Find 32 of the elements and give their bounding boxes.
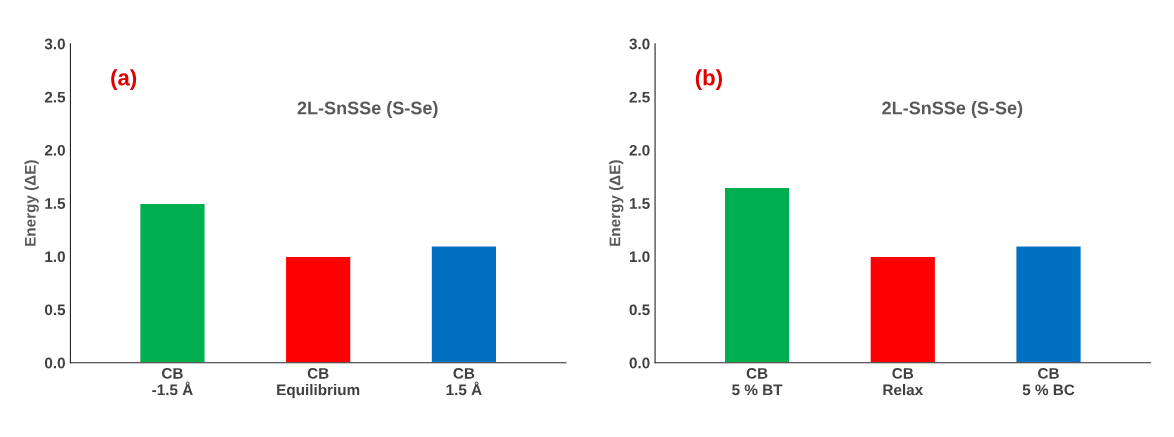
bar (284, 255, 352, 363)
annotation: (a) (111, 69, 137, 90)
y-tick-label: 0.0 (44, 357, 65, 369)
x-tick-label: CB 1.5 Å (446, 367, 482, 396)
y-tick-label: 2.0 (629, 144, 650, 156)
y-tick-label: 3.0 (44, 38, 65, 50)
bar (723, 186, 791, 363)
annotation: 2L-SnSSe (S-Se) (882, 101, 1023, 118)
y-tick-label: 2.0 (44, 144, 65, 156)
x-tick-label: CB Relax (883, 367, 924, 396)
y-tick-label: 2.5 (629, 91, 650, 103)
y-tick-label: 0.5 (629, 304, 650, 316)
y-tick-label: 1.5 (629, 198, 650, 209)
y-tick-label: 2.5 (44, 91, 66, 103)
x-tick-label: CB Equilibrium (277, 367, 360, 399)
bar (1015, 245, 1082, 363)
y-axis-title: Energy (ΔE) (24, 160, 39, 246)
y-tick-label: 3.0 (629, 38, 650, 50)
y-tick-label: 1.0 (45, 251, 65, 263)
annotation: 2L-SnSSe (S-Se) (297, 101, 438, 118)
annotation: (b) (695, 69, 722, 90)
y-tick-label: 0.0 (629, 357, 650, 369)
y-tick-label: 1.0 (629, 251, 650, 263)
bar (138, 202, 206, 363)
x-tick-label: CB 5 % BT (732, 367, 783, 396)
y-axis-title: Energy (ΔE) (609, 160, 624, 246)
y-tick-label: 1.5 (45, 198, 66, 209)
x-tick-label: CB -1.5 Å (152, 367, 193, 396)
y-tick-label: 0.5 (44, 304, 66, 316)
bar (869, 255, 937, 363)
x-tick-label: CB 5 % BC (1022, 367, 1075, 396)
bar (430, 245, 498, 363)
